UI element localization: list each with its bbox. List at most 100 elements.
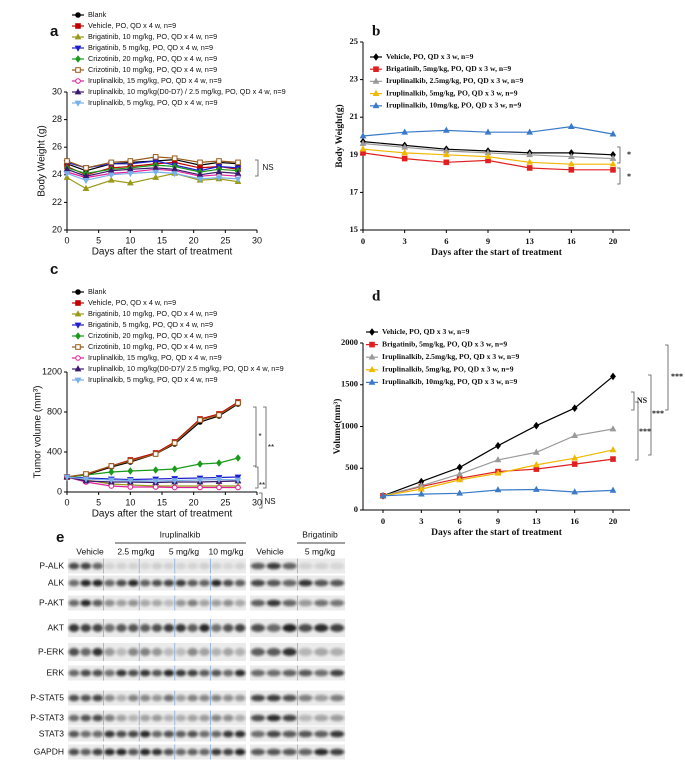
band <box>68 562 80 570</box>
x-tick-label: 30 <box>252 497 262 507</box>
band <box>199 579 210 587</box>
point <box>82 184 90 191</box>
x-tick-label: 20 <box>189 235 199 245</box>
point <box>401 155 408 162</box>
band <box>104 730 115 738</box>
point <box>75 78 81 84</box>
annotation: *** <box>639 427 651 436</box>
x-tick-label: 16 <box>570 516 579 526</box>
point <box>609 130 617 137</box>
band <box>250 714 266 722</box>
band <box>282 648 297 656</box>
band <box>234 669 246 677</box>
band <box>282 562 297 570</box>
band <box>199 730 210 738</box>
band <box>314 579 329 587</box>
point <box>216 412 222 418</box>
y-tick-label: 1500 <box>341 379 358 389</box>
point <box>369 341 375 348</box>
point <box>171 478 179 485</box>
point <box>215 477 223 484</box>
band <box>234 624 246 632</box>
row-label: ALK <box>48 577 64 587</box>
band <box>187 648 198 656</box>
x-tick-label: 13 <box>525 236 534 246</box>
point <box>152 154 159 160</box>
y-axis-label: Volume(mm³) <box>332 399 343 455</box>
band <box>187 730 198 738</box>
point <box>63 474 71 481</box>
point <box>373 53 379 61</box>
point <box>63 171 71 178</box>
band <box>234 562 246 570</box>
point <box>484 152 492 160</box>
point <box>526 165 533 171</box>
band <box>175 730 187 738</box>
band <box>175 669 187 677</box>
point <box>443 159 450 166</box>
band <box>104 669 115 677</box>
band <box>139 599 151 607</box>
band <box>139 579 151 587</box>
y-tick-label: 0 <box>354 504 358 514</box>
point <box>196 477 204 484</box>
band <box>151 579 163 587</box>
y-tick-label: 400 <box>47 446 62 456</box>
band <box>298 579 313 587</box>
band <box>127 694 139 702</box>
band <box>329 562 345 570</box>
point <box>83 471 89 477</box>
band <box>68 599 80 607</box>
legend-label: Crizotinib, 20 mg/kg, PO, QD x 4 w, n=9 <box>88 54 217 63</box>
band <box>329 624 345 632</box>
band <box>266 748 281 756</box>
series-line <box>66 401 239 478</box>
band <box>151 599 163 607</box>
y-tick-label: 19 <box>350 149 359 159</box>
point <box>456 470 464 477</box>
band <box>329 669 345 677</box>
point <box>82 177 90 185</box>
band <box>222 562 234 570</box>
band <box>127 730 139 738</box>
point <box>571 431 579 439</box>
band <box>68 748 80 756</box>
point <box>74 377 82 384</box>
band <box>175 624 187 632</box>
band <box>187 748 198 756</box>
point <box>234 477 242 484</box>
band <box>329 714 345 722</box>
band <box>298 562 313 570</box>
band <box>139 730 151 738</box>
row-label: ERK <box>47 667 65 677</box>
point <box>171 465 178 473</box>
band <box>266 562 281 570</box>
x-tick-label: 5 <box>96 497 101 507</box>
band <box>210 730 222 738</box>
row-label: GAPDH <box>34 746 64 756</box>
point <box>74 33 82 40</box>
band <box>234 579 246 587</box>
band <box>282 624 297 632</box>
band <box>298 648 313 656</box>
band <box>116 730 127 738</box>
legend-label: Iruplinalkib, 5 mg/kg, PO, QD x 4 w, n=9 <box>88 375 218 384</box>
band <box>127 748 139 756</box>
legend-label: Crizotinib, 10 mg/kg, PO, QD x 4 w, n=9 <box>88 342 217 351</box>
point <box>74 365 82 372</box>
band <box>329 599 345 607</box>
chart: a 20 22 24 26 28 30 0 5 10 15 20 25 30 Days after the … <box>37 10 286 258</box>
point <box>609 160 617 167</box>
band <box>250 748 266 756</box>
x-tick-label: 20 <box>189 497 199 507</box>
point <box>127 458 134 464</box>
x-tick-label: 20 <box>609 236 618 246</box>
point <box>197 159 203 166</box>
point <box>609 154 617 161</box>
x-tick-label: 20 <box>609 516 618 526</box>
point <box>359 139 367 146</box>
annotation: *** <box>652 409 664 418</box>
chart: c 0 400 800 1200 0 5 10 15 20 25 30 Days after the s… <box>33 261 284 520</box>
point <box>152 484 159 490</box>
point <box>74 88 82 95</box>
